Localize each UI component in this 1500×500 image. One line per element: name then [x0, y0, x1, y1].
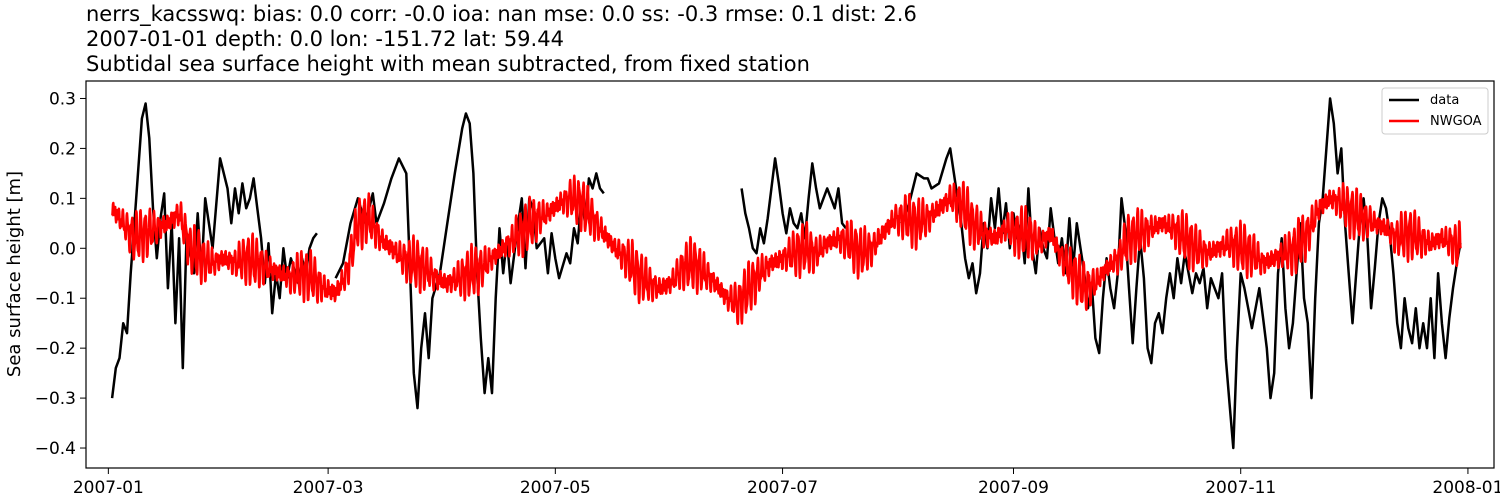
legend-nwgoa-label: NWGOA — [1430, 114, 1482, 129]
legend: data NWGOA — [1381, 87, 1489, 135]
series-layer — [110, 97, 1462, 450]
y-tick-label: 0.0 — [49, 239, 76, 259]
y-tick-label: 0.2 — [49, 139, 76, 159]
station-title: 2007-01-01 depth: 0.0 lon: -151.72 lat: … — [86, 27, 564, 51]
y-tick-label: −0.3 — [35, 389, 76, 409]
x-tick-label: 2007-09 — [978, 478, 1049, 498]
data-series-line — [110, 102, 318, 399]
chart-title-block: nerrs_kacsswq: bias: 0.0 corr: -0.0 ioa:… — [86, 2, 917, 77]
x-tick-label: 2007-01 — [73, 478, 144, 498]
y-tick-label: −0.1 — [35, 289, 76, 309]
x-tick-label: 2007-11 — [1205, 478, 1276, 498]
y-axis-title: Sea surface height [m] — [4, 171, 25, 377]
y-axis: −0.4 −0.3 −0.2 −0.1 0.0 0.1 0.2 0.3 — [35, 89, 86, 459]
stats-title: nerrs_kacsswq: bias: 0.0 corr: -0.0 ioa:… — [86, 2, 917, 26]
data-series-line — [740, 157, 847, 255]
plot-area-frame — [85, 80, 1495, 469]
y-tick-label: −0.2 — [35, 339, 76, 359]
nwgoa-series-line — [111, 174, 1462, 326]
data-series-line — [334, 112, 605, 410]
data-series-line — [900, 97, 1462, 450]
y-tick-label: 0.1 — [49, 189, 76, 209]
x-tick-label: 2007-03 — [293, 478, 364, 498]
legend-data-label: data — [1430, 93, 1459, 108]
x-tick-label: 2007-07 — [747, 478, 818, 498]
x-tick-label: 2008-01 — [1432, 478, 1500, 498]
chart-title: Subtidal sea surface height with mean su… — [86, 52, 810, 76]
y-tick-label: −0.4 — [35, 439, 76, 459]
x-tick-label: 2007-05 — [520, 478, 591, 498]
y-tick-label: 0.3 — [49, 89, 76, 109]
x-axis: 2007-01 2007-03 2007-05 2007-07 2007-09 2007-… — [73, 468, 1500, 498]
